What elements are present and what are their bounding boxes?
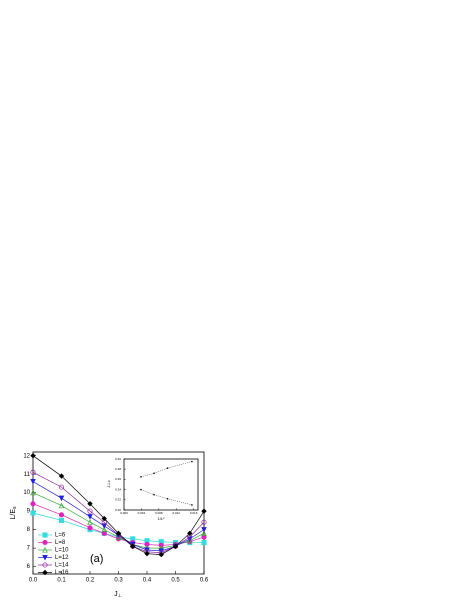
marker: [101, 523, 108, 529]
inset-point: [191, 460, 193, 463]
inset-line: [140, 489, 192, 506]
y-tick-label: 0.36: [115, 477, 121, 481]
marker: [201, 508, 207, 514]
marker: [187, 530, 193, 537]
marker: [201, 519, 207, 525]
x-tick-label: 0.000: [120, 511, 128, 515]
y-axis-label-main: L/E: [10, 509, 17, 520]
marker: [58, 512, 65, 518]
legend-label: L=10: [55, 548, 69, 554]
marker: [87, 525, 93, 531]
y-axis-label: L/Es: [10, 506, 18, 520]
marker: [58, 473, 65, 479]
marker: [115, 530, 122, 537]
marker: [201, 527, 207, 533]
legend-label: L=12: [55, 555, 69, 561]
legend-label: L=6: [55, 533, 66, 539]
x-tick-label: 0.0: [29, 578, 38, 584]
marker: [87, 501, 93, 507]
y-tick-label: 0.38: [115, 467, 121, 471]
legend-marker: [42, 539, 48, 546]
legend-marker: [42, 532, 48, 538]
marker: [144, 550, 150, 557]
legend-label: L=16: [55, 570, 69, 576]
y-tick-label: 0.34: [115, 487, 121, 491]
marker: [158, 551, 164, 558]
marker: [87, 519, 93, 525]
marker: [30, 510, 36, 516]
x-axis-label-main: J: [114, 591, 118, 598]
x-axis-label: J⊥: [114, 591, 122, 599]
legend-marker: [42, 562, 48, 568]
inset-x-label: 1/L²: [158, 516, 166, 521]
inset-point: [166, 497, 169, 500]
inset-point: [140, 488, 142, 491]
inset-point: [153, 472, 155, 475]
inset-point: [140, 476, 142, 478]
marker: [172, 543, 179, 549]
marker: [201, 540, 207, 546]
marker: [130, 543, 136, 549]
inset-point: [166, 467, 169, 469]
marker: [58, 517, 65, 523]
x-tick-label: 0.4: [143, 578, 152, 584]
legend-marker: [42, 554, 48, 561]
y-tick-label: 0.32: [115, 498, 121, 502]
marker: [201, 534, 207, 540]
marker: [201, 530, 207, 536]
x-tick-label: 0.5: [171, 578, 180, 584]
y-tick-label: 9: [27, 509, 31, 515]
marker: [87, 514, 93, 520]
inset-y-label: J⊥c: [106, 480, 111, 487]
x-tick-label: 0.1: [57, 578, 66, 584]
legend-label: L=14: [55, 563, 69, 569]
marker: [30, 453, 36, 459]
marker: [58, 484, 65, 490]
x-tick-label: 0.2: [86, 578, 95, 584]
y-tick-label: 12: [23, 453, 30, 459]
x-tick-label: 0.008: [155, 511, 163, 515]
x-tick-label: 0.016: [190, 511, 198, 515]
x-tick-label: 0.004: [138, 511, 146, 515]
y-tick-label: 10: [23, 490, 30, 496]
x-tick-label: 0.3: [114, 578, 123, 584]
y-tick-label: 7: [27, 546, 31, 552]
annotation: (a): [90, 553, 103, 565]
marker: [101, 515, 107, 522]
x-tick-label: 0.6: [200, 578, 209, 584]
marker: [58, 502, 65, 509]
marker: [30, 469, 36, 475]
plot-frame: [123, 458, 199, 511]
y-tick-label: 6: [27, 564, 31, 570]
marker: [30, 479, 36, 485]
marker: [186, 537, 193, 544]
marker: [30, 501, 36, 507]
inset-line: [140, 461, 192, 478]
y-tick-label: 0.30: [115, 508, 121, 512]
inset-point: [153, 493, 155, 496]
legend-marker: [42, 547, 48, 553]
marker: [87, 508, 93, 514]
marker: [101, 526, 108, 533]
x-tick-label: 0.012: [172, 511, 180, 515]
marker: [30, 489, 36, 496]
y-tick-label: 11: [24, 472, 31, 478]
legend-label: L=8: [55, 540, 66, 546]
y-tick-label: 0.40: [115, 457, 121, 461]
marker: [101, 530, 107, 536]
y-tick-label: 8: [27, 527, 31, 533]
y-axis-label-sub: s: [12, 506, 18, 509]
x-axis-label-sub: ⊥: [118, 593, 122, 599]
marker: [58, 495, 65, 502]
inset-point: [191, 504, 193, 506]
legend-marker: [42, 569, 48, 576]
